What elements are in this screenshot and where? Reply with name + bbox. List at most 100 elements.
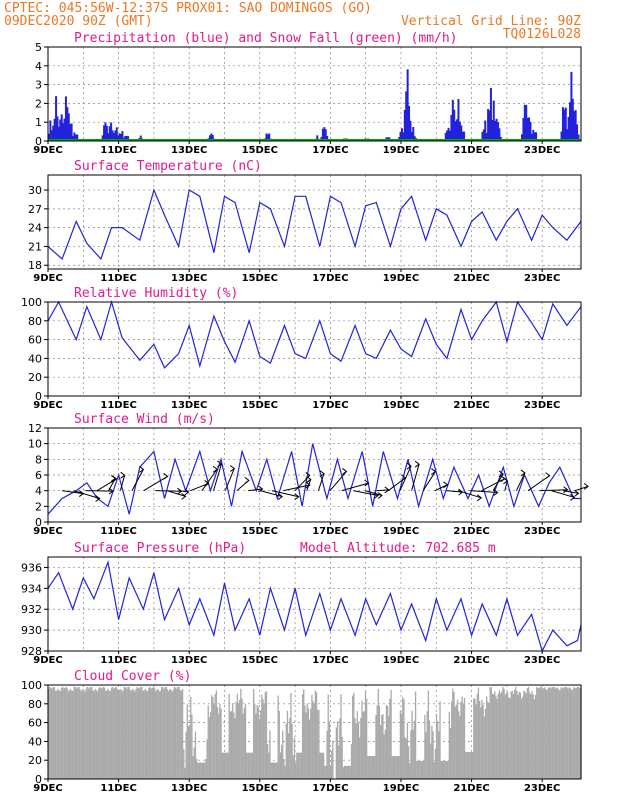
y-tick-label: 10 (28, 438, 42, 451)
cloud-bar (460, 701, 462, 779)
cloud-bar (136, 686, 138, 779)
y-tick-label: 20 (28, 754, 42, 767)
cloud-bar (71, 691, 73, 779)
cloud-bar (91, 686, 93, 779)
cloud-bar (184, 767, 186, 779)
panel-title: Surface Temperature (nC) (74, 159, 262, 174)
cloud-bar (179, 690, 181, 779)
panel-title: Relative Humidity (%) (74, 286, 238, 301)
wind-arrow-head (181, 492, 187, 500)
y-tick-label: 18 (28, 259, 42, 272)
wind-arrow (353, 490, 379, 496)
precip-bar (410, 131, 413, 141)
precip-bars (48, 69, 580, 141)
cloud-bar (63, 688, 65, 779)
cloud-bar (499, 693, 502, 779)
cloud-bar (133, 689, 135, 779)
cloud-bar (376, 705, 378, 779)
cloud-bar (92, 690, 94, 779)
precip-bar (576, 124, 579, 141)
panel-title: Cloud Cover (%) (74, 669, 191, 684)
x-tick-label: 11DEC (100, 145, 136, 156)
cloud-bar (552, 686, 554, 779)
cloud-bar (361, 700, 363, 779)
wind-arrow (504, 480, 508, 491)
precip-bar (326, 135, 329, 141)
wind-arrow-head (493, 489, 499, 496)
cloud-bar (338, 745, 340, 779)
cloud-bar (166, 689, 169, 779)
precip-bar (571, 98, 574, 141)
cloud-bar (53, 687, 56, 779)
wind-arrow-head (545, 472, 551, 480)
cloud-bar (114, 687, 116, 779)
cloud-bar (74, 686, 77, 779)
cloud-bar (478, 700, 481, 779)
precip-bar (403, 109, 406, 141)
precip-bar (208, 135, 211, 141)
cloud-bar (383, 734, 385, 779)
precip-bar (63, 118, 66, 141)
cloud-bar (417, 760, 419, 779)
precip-bar (568, 102, 571, 141)
cloud-bar (569, 688, 572, 779)
cloud-bar (510, 691, 512, 779)
precip-bar (105, 125, 108, 141)
cloud-bar (279, 752, 282, 779)
cloud-bar (526, 688, 529, 779)
cloud-bar (212, 696, 214, 779)
cloud-bar (319, 752, 321, 779)
cloud-bar (340, 694, 342, 779)
wind-arrow (213, 463, 222, 491)
cloud-bar (419, 760, 421, 779)
x-tick-label: 11DEC (100, 526, 136, 537)
wind-arrow (458, 490, 482, 499)
cloud-bar (143, 690, 145, 779)
grid (48, 175, 581, 269)
wind-arrow-head (570, 494, 576, 501)
cloud-bar (496, 699, 498, 779)
precip-bar (489, 87, 492, 141)
cloud-bar (469, 752, 471, 779)
precip-bar (523, 104, 526, 141)
cloud-bar (263, 704, 265, 779)
cloud-bar (306, 703, 308, 779)
precip-bar (454, 121, 457, 141)
wind-arrow-head (431, 468, 437, 475)
cloud-bar (487, 701, 489, 779)
cloud-bar (236, 693, 239, 779)
wind-arrow (62, 490, 84, 495)
wind-arrow (539, 489, 568, 492)
cloud-bar (471, 752, 474, 779)
cloud-bar (176, 688, 178, 779)
precip-bar (320, 136, 323, 141)
cloud-bar (278, 710, 280, 779)
wind-arrow-head (503, 477, 509, 485)
cloud-bar (216, 707, 219, 779)
cloud-bar (300, 752, 303, 779)
wind-arrow-head (563, 486, 569, 494)
wind-arrows (62, 460, 589, 502)
precip-bar (529, 121, 532, 141)
y-tick-label: 21 (28, 240, 42, 253)
precip-bar (66, 107, 69, 141)
wind-arrow (201, 468, 218, 491)
cloud-bar (476, 693, 478, 779)
cloud-bar (452, 688, 454, 779)
cloud-bar (328, 721, 331, 779)
precip-bar (72, 136, 75, 141)
cloud-bar (299, 752, 301, 779)
cloud-bar (489, 687, 491, 779)
precip-bar (59, 119, 62, 141)
wind-arrow (224, 468, 235, 491)
cloud-bar (285, 723, 287, 779)
y-tick-label: 928 (21, 645, 42, 658)
panel-5: Surface Pressure (hPa) Model Altitude: 70… (21, 541, 582, 666)
cloud-bar (177, 686, 179, 779)
cloud-bar (372, 755, 375, 779)
x-tick-label: 11DEC (100, 783, 136, 794)
precip-bar (265, 133, 268, 141)
y-tick-label: 40 (28, 735, 42, 748)
precip-bar (520, 134, 523, 141)
y-tick-label: 4 (35, 60, 42, 73)
